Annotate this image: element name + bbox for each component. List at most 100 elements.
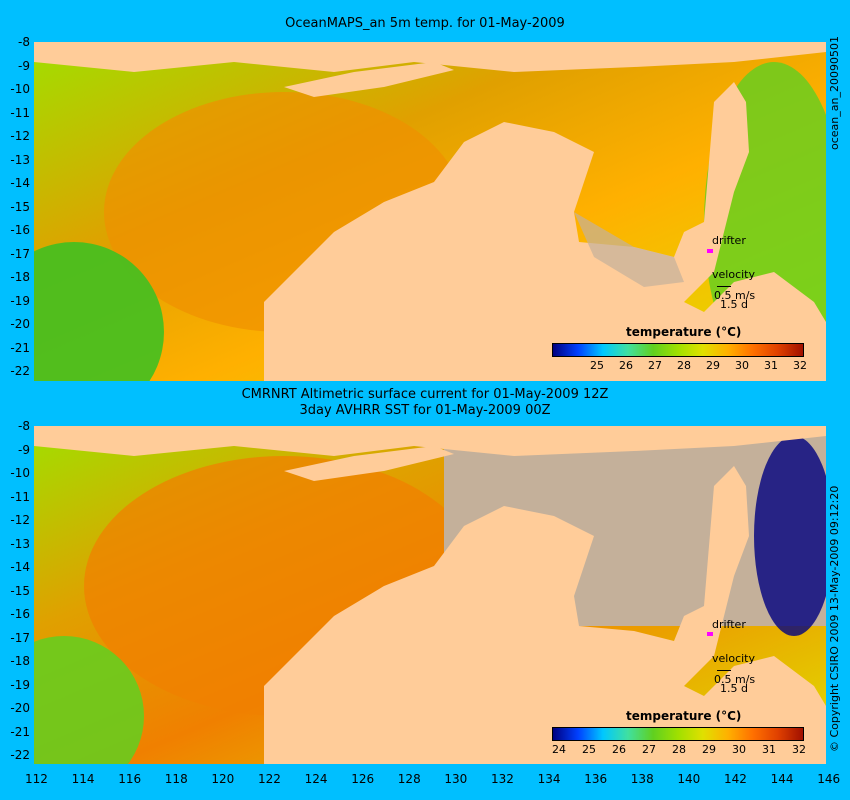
legend-tick: 24 xyxy=(552,743,566,756)
top-map: drifter velocity 0.5 m/s 1.5 d temperatu… xyxy=(34,42,826,381)
top-side-id: ocean_an_20090501 xyxy=(828,36,841,150)
top-lat-tick: -15 xyxy=(10,199,30,214)
cool-southwest xyxy=(34,242,164,381)
legend-tick: 27 xyxy=(642,743,656,756)
lon-tick: 128 xyxy=(397,772,421,786)
velocity-arrow xyxy=(717,670,731,671)
velocity-arrow xyxy=(717,286,731,287)
lon-tick: 136 xyxy=(584,772,608,786)
top-lat-tick: -14 xyxy=(10,176,30,190)
lon-tick: 124 xyxy=(304,772,328,786)
legend-title: temperature (°C) xyxy=(626,709,742,723)
cold-cloud-speckle xyxy=(754,436,826,636)
lon-tick: 130 xyxy=(444,772,468,786)
velocity-label: velocity xyxy=(712,652,755,665)
legend-tick: 26 xyxy=(612,743,626,756)
cool-southwest xyxy=(34,636,144,764)
legend-ticks: 24 25 26 27 28 29 30 31 32 xyxy=(552,743,806,757)
bottom-map-svg xyxy=(34,426,826,764)
colorbar xyxy=(552,343,804,357)
legend-tick: 31 xyxy=(762,743,776,756)
lon-tick: 140 xyxy=(677,772,701,786)
velocity-scale: 0.5 m/s xyxy=(714,673,756,686)
bottom-panel-title-line1: CMRNRT Altimetric surface current for 01… xyxy=(241,387,609,402)
lon-tick: 120 xyxy=(211,772,235,786)
top-lat-tick: -17 xyxy=(10,246,30,261)
top-lat-tick: -11 xyxy=(10,105,30,120)
drifter-marker xyxy=(707,249,713,253)
lon-tick: 146 xyxy=(817,772,841,786)
legend-tick: 31 xyxy=(764,359,778,372)
top-lat-tick: -19 xyxy=(10,293,30,308)
legend-tick: 30 xyxy=(735,359,749,372)
bottom-side-copyright: © Copyright CSIRO 2009 13-May-2009 09:12… xyxy=(828,485,841,752)
top-panel-title: OceanMAPS_an 5m temp. for 01-May-2009 xyxy=(285,16,565,31)
lon-tick: 142 xyxy=(724,772,747,786)
gulf-shelf xyxy=(574,212,684,287)
velocity-scale: 0.5 m/s xyxy=(714,289,756,302)
top-lat-tick: -20 xyxy=(10,317,30,331)
legend-tick: 32 xyxy=(792,743,806,756)
legend-tick: 26 xyxy=(619,359,633,372)
lon-tick: 126 xyxy=(351,772,375,786)
drifter-marker xyxy=(707,632,713,636)
legend-tick: 27 xyxy=(648,359,662,372)
legend-tick: 25 xyxy=(590,359,604,372)
islands-north xyxy=(34,42,826,72)
bottom-lat-tick: -16 xyxy=(10,607,30,621)
legend-tick: 29 xyxy=(706,359,720,372)
legend-tick: 30 xyxy=(732,743,746,756)
lon-tick: 122 xyxy=(258,772,281,786)
bottom-lat-tick: -12 xyxy=(10,513,30,527)
velocity-days: 1.5 d xyxy=(720,682,748,695)
drifter-label: drifter xyxy=(712,234,746,247)
top-lat-tick: -16 xyxy=(10,223,30,237)
legend-tick: 28 xyxy=(672,743,686,756)
legend-tick: 29 xyxy=(702,743,716,756)
bottom-lat-tick: -8 xyxy=(18,419,30,433)
timor-island xyxy=(284,446,454,481)
bottom-lat-tick: -13 xyxy=(10,536,30,551)
landmass-australia xyxy=(264,466,826,764)
bottom-lat-tick: -17 xyxy=(10,630,30,645)
top-lat-tick: -21 xyxy=(10,340,30,355)
lon-tick: 116 xyxy=(118,772,142,786)
legend-tick: 28 xyxy=(677,359,691,372)
bottom-lat-tick: -11 xyxy=(10,489,30,504)
top-lat-tick: -18 xyxy=(10,270,30,284)
lon-tick: 134 xyxy=(537,772,561,786)
velocity-label: velocity xyxy=(712,268,755,281)
islands-north xyxy=(34,426,826,456)
legend-title: temperature (°C) xyxy=(626,325,742,339)
top-lat-tick: -13 xyxy=(10,152,30,167)
lon-tick: 112 xyxy=(25,772,48,786)
lon-tick: 132 xyxy=(491,772,514,786)
bottom-lat-tick: -15 xyxy=(10,583,30,598)
top-lat-tick: -8 xyxy=(18,35,30,49)
top-lat-tick: -9 xyxy=(18,58,30,73)
colorbar xyxy=(552,727,804,741)
bottom-lat-tick: -21 xyxy=(10,724,30,739)
timor-island xyxy=(284,62,454,97)
bottom-lat-tick: -22 xyxy=(10,748,30,762)
lon-tick: 118 xyxy=(164,772,188,786)
landmass-australia xyxy=(264,82,826,381)
bottom-map: drifter velocity 0.5 m/s 1.5 d temperatu… xyxy=(34,426,826,764)
lon-tick: 114 xyxy=(71,772,95,786)
bottom-panel-title-line2: 3day AVHRR SST for 01-May-2009 00Z xyxy=(299,403,551,418)
legend-tick: 25 xyxy=(582,743,596,756)
bottom-lat-tick: -9 xyxy=(18,442,30,457)
lon-tick: 144 xyxy=(770,772,794,786)
velocity-days: 1.5 d xyxy=(720,298,748,311)
top-lat-tick: -10 xyxy=(10,82,30,96)
top-lat-tick: -12 xyxy=(10,129,30,143)
top-map-svg xyxy=(34,42,826,381)
top-lat-tick: -22 xyxy=(10,364,30,378)
bottom-lat-tick: -18 xyxy=(10,654,30,668)
bottom-lat-tick: -19 xyxy=(10,677,30,692)
drifter-label: drifter xyxy=(712,618,746,631)
bottom-lat-tick: -10 xyxy=(10,466,30,480)
bottom-lat-tick: -14 xyxy=(10,560,30,574)
legend-tick: 32 xyxy=(793,359,807,372)
legend-ticks: 25 26 27 28 29 30 31 32 xyxy=(552,359,807,373)
